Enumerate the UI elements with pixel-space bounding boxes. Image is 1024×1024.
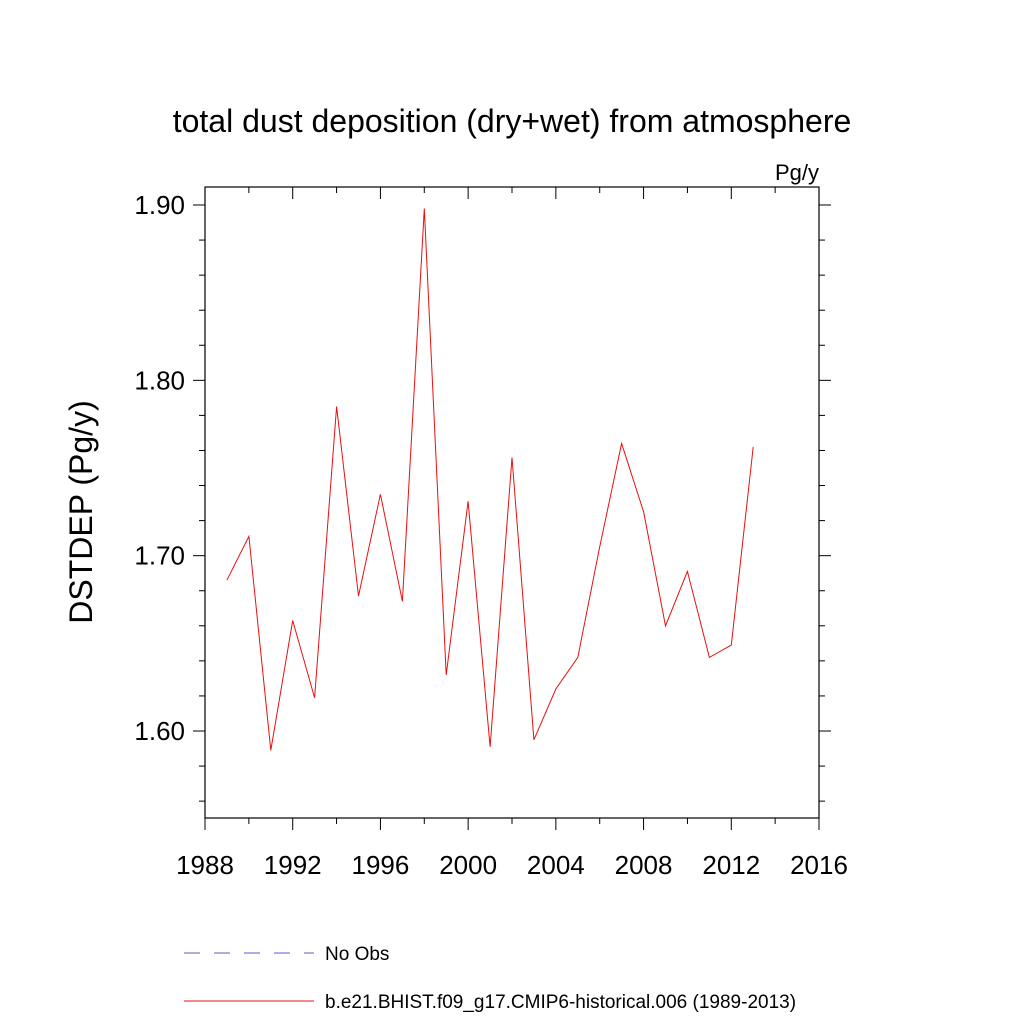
x-tick-label: 1996 bbox=[352, 850, 410, 880]
x-tick-label: 2016 bbox=[790, 850, 848, 880]
series-line-historical bbox=[226, 208, 754, 751]
x-tick-label: 2004 bbox=[527, 850, 585, 880]
x-tick-label: 2000 bbox=[439, 850, 497, 880]
y-axis-label: DSTDEP (Pg/y) bbox=[63, 400, 99, 623]
x-tick-label: 2008 bbox=[615, 850, 673, 880]
y-tick-label: 1.80 bbox=[134, 365, 185, 395]
chart-title: total dust deposition (dry+wet) from atm… bbox=[173, 103, 852, 139]
y-tick-label: 1.90 bbox=[134, 190, 185, 220]
x-tick-label: 1992 bbox=[264, 850, 322, 880]
y-tick-label: 1.60 bbox=[134, 716, 185, 746]
plot-frame bbox=[204, 186, 820, 819]
x-tick-label: 1988 bbox=[176, 850, 234, 880]
x-tick-label: 2012 bbox=[702, 850, 760, 880]
axis-tick-labels: 1988 1992 1996 2000 2004 2008 2012 2016 1.60 1.70… bbox=[134, 190, 848, 880]
y-tick-label: 1.70 bbox=[134, 541, 185, 571]
axis-ticks bbox=[193, 187, 831, 830]
legend-label-no-obs: No Obs bbox=[325, 944, 389, 965]
legend-label-historical: b.e21.BHIST.f09_g17.CMIP6-historical.006… bbox=[325, 992, 796, 1013]
legend: No Obs b.e21.BHIST.f09_g17.CMIP6-histori… bbox=[184, 944, 796, 1013]
units-label: Pg/y bbox=[775, 160, 819, 185]
series-layer bbox=[226, 208, 754, 751]
